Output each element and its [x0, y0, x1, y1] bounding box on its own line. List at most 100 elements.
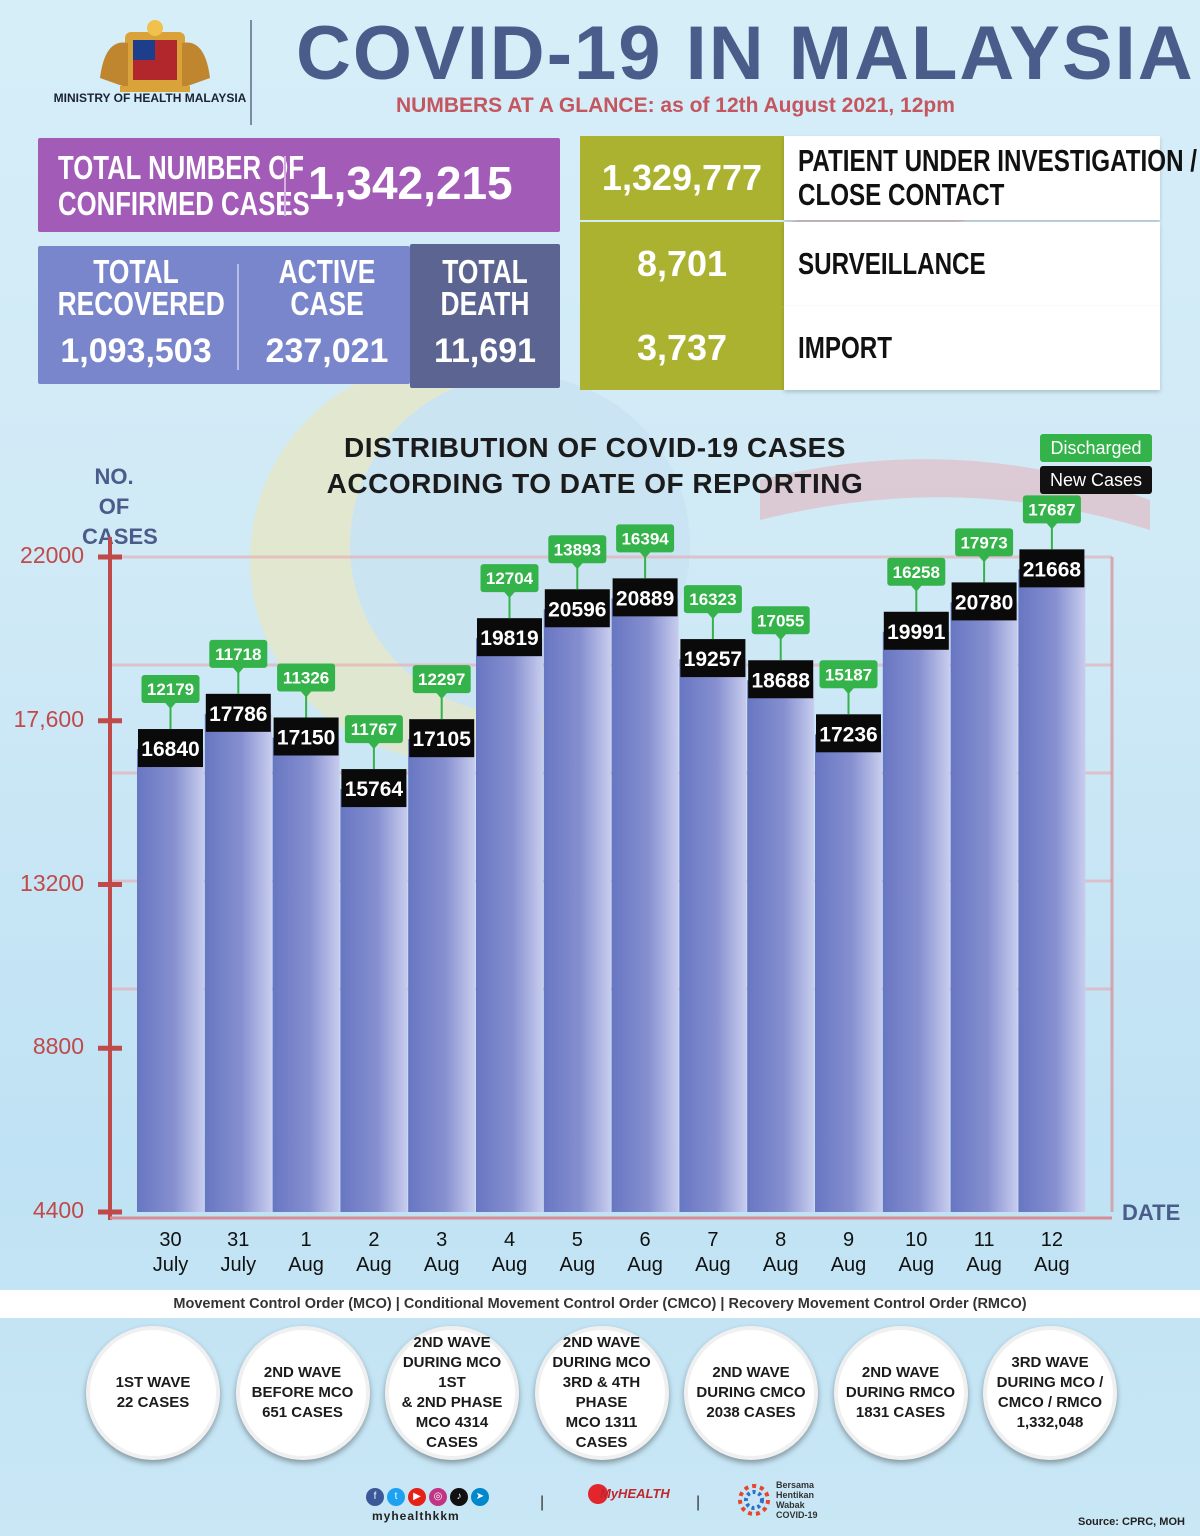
bar-new-cases — [679, 659, 747, 1212]
y-axis-label-line-2: CASES — [82, 524, 158, 549]
x-tick-label-line: Aug — [423, 1254, 460, 1276]
new-cases-label: 21668 — [1023, 558, 1082, 581]
discharged-pointer — [164, 702, 177, 710]
social-handle[interactable]: myhealthkkm — [372, 1509, 460, 1523]
death-label-line-1: TOTAL — [442, 253, 528, 290]
wave-circle: 2ND WAVE DURING MCO 1ST & 2ND PHASE MCO 431… — [385, 1326, 519, 1460]
new-cases-label: 16840 — [141, 738, 199, 761]
wave-circle-text: 2ND WAVE BEFORE MCO 651 CASES — [251, 1364, 354, 1421]
recovered-label: TOTAL RECOVERED — [38, 253, 234, 320]
death-label: TOTAL DEATH — [410, 253, 560, 322]
discharged-label: 13893 — [554, 540, 601, 559]
wave-circle-text: 3RD WAVE DURING MCO / CMCO / RMCO 1,332,048 — [996, 1354, 1104, 1431]
confirmed-cases-box: TOTAL NUMBER OF CONFIRMED CASES 1,342,21… — [38, 138, 560, 232]
wave-circle-text: 2ND WAVE DURING MCO 3RD & 4TH PHASE MCO 131… — [552, 1334, 651, 1451]
pui-label-line-1: PATIENT UNDER INVESTIGATION / — [798, 143, 1197, 178]
facebook-icon[interactable]: f — [366, 1488, 384, 1506]
confirmed-divider — [284, 156, 286, 216]
x-tick-label-line: 4 — [503, 1229, 516, 1251]
legend-new-cases: New Cases — [1040, 466, 1152, 494]
y-tick-label: 22000 — [20, 542, 84, 568]
recovered-label-line-1: TOTAL — [93, 253, 179, 290]
bar-new-cases — [476, 638, 543, 1212]
chart-title: DISTRIBUTION OF COVID-19 CASES ACCORDING… — [300, 430, 890, 502]
confirmed-label-line-2: CONFIRMED CASES — [58, 185, 310, 222]
myhealth-logo-mark — [588, 1484, 608, 1504]
telegram-icon[interactable]: ➤ — [471, 1488, 489, 1506]
x-tick-label: 6 Aug — [615, 1228, 675, 1278]
death-value: 11,691 — [433, 332, 537, 370]
confirmed-cases-label: TOTAL NUMBER OF CONFIRMED CASES — [58, 149, 310, 222]
header-divider — [250, 20, 252, 125]
x-tick-label: 8 Aug — [751, 1228, 811, 1278]
x-tick-label-line: 10 — [905, 1229, 928, 1251]
new-cases-label-bg — [544, 589, 610, 628]
x-tick-label: 4 Aug — [480, 1228, 540, 1278]
discharged-label-bg — [955, 528, 1014, 557]
pui-label-line-2: CLOSE CONTACT — [798, 177, 1005, 212]
recovered-divider — [237, 264, 239, 370]
bar-new-cases — [543, 609, 611, 1212]
twitter-icon[interactable]: t — [387, 1488, 405, 1506]
x-tick-label-line: Aug — [830, 1254, 867, 1276]
tiktok-icon[interactable]: ♪ — [450, 1488, 468, 1506]
new-cases-label: 20889 — [616, 587, 674, 610]
x-tick-label-line: Aug — [491, 1254, 528, 1276]
x-tick-label: 11 Aug — [954, 1228, 1014, 1278]
legend-discharged: Discharged — [1040, 434, 1152, 462]
x-axis-label: DATE — [1122, 1200, 1181, 1225]
discharged-label-bg — [141, 675, 200, 704]
x-tick-label-line: 7 — [707, 1229, 719, 1251]
wave-circle-text: 1ST WAVE 22 CASES — [115, 1374, 191, 1411]
death-label-line-2: DEATH — [440, 285, 530, 322]
bar-new-cases — [747, 680, 815, 1212]
confirmed-label-line-1: TOTAL NUMBER OF — [58, 149, 304, 186]
discharged-label-bg — [819, 660, 878, 689]
new-cases-label-bg — [883, 611, 949, 650]
page-title: COVID-19 IN MALAYSIA — [296, 11, 1195, 96]
x-tick-label: 1 Aug — [276, 1228, 336, 1278]
new-cases-label-bg — [612, 578, 678, 617]
surveillance-label-box: SURVEILLANCE — [784, 222, 1160, 306]
discharged-label: 15187 — [825, 665, 872, 684]
new-cases-label: 20780 — [955, 591, 1013, 614]
new-cases-label: 19257 — [684, 648, 742, 671]
myhealth-logo: MyHEALTH — [584, 1478, 676, 1522]
wave-circle: 2ND WAVE DURING CMCO 2038 CASES — [684, 1326, 818, 1460]
youtube-icon[interactable]: ▶ — [408, 1488, 426, 1506]
pui-row: 1,329,777 PATIENT UNDER INVESTIGATION / … — [580, 136, 1197, 220]
bar-new-cases — [272, 737, 340, 1212]
y-tick-label: 4400 — [32, 1197, 84, 1223]
x-tick-label-line: 2 — [368, 1229, 380, 1251]
wave-circle-text: 2ND WAVE DURING CMCO 2038 CASES — [696, 1364, 806, 1421]
x-tick-label-line: 3 — [436, 1229, 448, 1251]
discharged-pointer — [842, 687, 855, 695]
x-tick-label: 30 July — [141, 1228, 201, 1278]
mco-legend-line: Movement Control Order (MCO) | Condition… — [0, 1290, 1200, 1318]
new-cases-label-bg — [205, 693, 271, 732]
wave-circle-text: 2ND WAVE DURING MCO 1ST & 2ND PHASE MCO 431… — [401, 1334, 503, 1451]
x-tick-label-line: July — [152, 1254, 189, 1276]
y-tick-label: 8800 — [32, 1033, 84, 1060]
x-tick-label-line: July — [220, 1254, 257, 1276]
bar-new-cases — [950, 602, 1018, 1212]
footer-separator-1: | — [540, 1494, 545, 1511]
x-tick-label-line: 9 — [842, 1229, 855, 1251]
bar-new-cases — [137, 749, 204, 1212]
new-cases-label: 19819 — [480, 627, 538, 650]
y-tick-label: 13200 — [20, 869, 84, 896]
x-tick-label-line: Aug — [356, 1254, 392, 1276]
x-tick-label-line: Aug — [288, 1254, 324, 1276]
wave-circle: 2ND WAVE DURING MCO 3RD & 4TH PHASE MCO 131… — [534, 1326, 669, 1460]
import-value: 3,737 — [580, 306, 784, 390]
instagram-icon[interactable]: ◎ — [429, 1488, 447, 1506]
discharged-pointer — [978, 555, 991, 563]
recovered-value: 1,093,503 — [60, 332, 212, 370]
import-label: IMPORT — [798, 330, 893, 365]
x-tick-label-line: Aug — [898, 1254, 935, 1276]
new-cases-label: 17236 — [819, 723, 877, 746]
discharged-label: 16258 — [893, 563, 940, 582]
new-cases-label: 15764 — [345, 778, 404, 801]
chart-title-line-1: DISTRIBUTION OF COVID-19 CASES — [344, 432, 846, 463]
new-cases-label-bg — [138, 729, 203, 768]
